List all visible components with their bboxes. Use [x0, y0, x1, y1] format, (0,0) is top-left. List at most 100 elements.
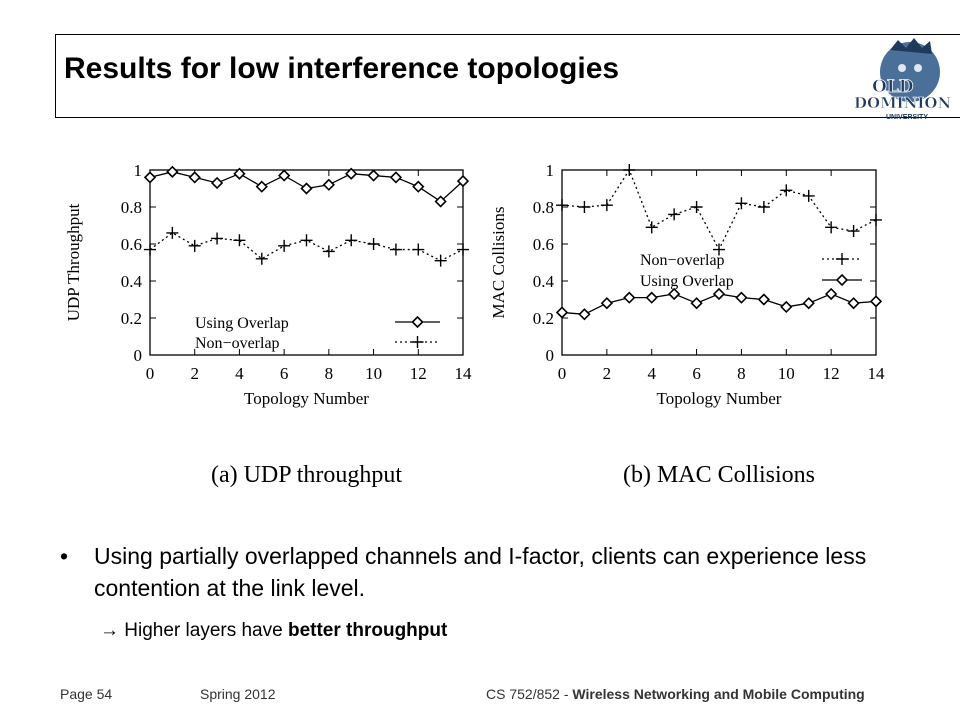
data-point: [211, 232, 224, 245]
data-point: [210, 176, 224, 190]
y-tick-label: 0: [134, 346, 143, 365]
legend-label: Using Overlap: [195, 315, 289, 332]
data-point: [389, 171, 403, 184]
data-point: [233, 234, 246, 247]
legend-marker: [411, 315, 424, 329]
y-tick-label: 0: [546, 346, 555, 365]
data-point: [735, 197, 748, 210]
data-point: [345, 234, 358, 247]
data-point: [825, 287, 838, 301]
data-point: [233, 167, 246, 180]
data-point: [434, 254, 447, 267]
y-tick-label: 1: [134, 161, 143, 180]
data-point: [166, 165, 179, 178]
y-tick-label: 1: [546, 161, 555, 180]
x-tick-label: 10: [778, 364, 795, 383]
arrow-icon: →: [100, 620, 119, 641]
sub-bullet: → Higher layers have better throughput: [100, 620, 447, 642]
data-point: [144, 243, 156, 256]
x-tick-label: 14: [868, 364, 886, 383]
y-axis-label: MAC Collisions: [490, 207, 508, 319]
data-point: [713, 243, 725, 256]
x-tick-label: 6: [280, 364, 289, 383]
data-point: [802, 189, 815, 202]
logo-mascot-head: [880, 42, 940, 102]
data-point: [412, 180, 425, 193]
legend-label: Non−overlap: [640, 252, 725, 269]
university-logo-graphic: OLD DOMINION UNIVERSITY: [854, 38, 952, 121]
x-tick-label: 6: [692, 364, 701, 383]
sub-bullet-emphasis: better throughput: [287, 620, 448, 641]
y-tick-label: 0.6: [533, 235, 554, 254]
x-tick-label: 0: [146, 364, 155, 383]
legend-marker: [836, 253, 848, 265]
mac-collisions-chart: 0 0.2 0.4 0.6 0.8 1 0 2 4 6 8 10 12 14 Non−overlap Usi…: [489, 150, 910, 505]
data-point: [300, 234, 313, 247]
data-point: [735, 291, 748, 304]
data-point: [322, 245, 335, 258]
data-point: [188, 239, 201, 252]
data-point: [457, 243, 469, 256]
y-tick-label: 0.4: [533, 272, 555, 291]
slide-title: Results for low interference topologies: [64, 52, 620, 85]
data-point: [389, 243, 402, 256]
x-axis-label: Topology Number: [657, 389, 782, 408]
x-axis-label: Topology Number: [244, 389, 369, 408]
x-tick-label: 8: [737, 364, 746, 383]
mac-collisions-svg: 00.20.40.60.810 2 4 6 8 10 12 14 Non−overlapUsi…: [489, 161, 886, 488]
data-point: [166, 226, 179, 239]
data-point: [870, 213, 882, 226]
data-point: [600, 199, 613, 212]
data-point: [367, 238, 380, 250]
university-logo: OLD DOMINION UNIVERSITY: [850, 38, 956, 124]
data-point: [578, 308, 591, 321]
data-point: [600, 297, 613, 310]
data-point: [322, 178, 335, 191]
y-tick-label: 0.2: [533, 309, 554, 328]
series-line: [149, 232, 464, 262]
y-tick-label: 0.6: [121, 235, 142, 254]
data-point: [757, 201, 770, 213]
data-point: [367, 169, 380, 182]
data-point: [255, 180, 268, 193]
data-point: [869, 295, 883, 308]
legend-label: Non−overlap: [195, 335, 280, 352]
data-point: [555, 306, 569, 319]
data-point: [712, 287, 726, 301]
data-point: [847, 225, 860, 238]
logo-crown: [890, 38, 932, 54]
logo-eye-left: [898, 64, 906, 72]
chart-caption: (a) UDP throughput: [211, 462, 402, 488]
sub-bullet-text: Higher layers have: [119, 620, 288, 641]
y-tick-label: 0.8: [121, 198, 142, 217]
x-tick-label: 10: [365, 364, 382, 383]
legend-marker: [835, 273, 849, 287]
x-tick-label: 12: [410, 364, 427, 383]
data-point: [780, 300, 793, 314]
y-tick-label: 0.2: [121, 309, 142, 328]
udp-throughput-chart: 0 0.2 0.4 0.6 0.8 1 0 2 4 6 8 10 12 14 Using Overlap N…: [55, 150, 495, 505]
data-point: [623, 164, 636, 176]
x-tick-label: 12: [823, 364, 840, 383]
udp-throughput-svg: 00.20.40.60.810 2 4 6 8 10 12 14 Using OverlapN…: [64, 161, 472, 488]
series-line: [561, 168, 877, 251]
data-point: [188, 171, 201, 184]
data-point: [668, 208, 681, 221]
data-point: [645, 221, 658, 234]
x-tick-label: 4: [647, 364, 656, 383]
footer-course-name: Wireless Networking and Mobile Computing: [572, 686, 865, 702]
footer-page-number: Page 54: [60, 686, 113, 702]
footer-term: Spring 2012: [200, 686, 276, 702]
logo-text-university: UNIVERSITY: [886, 114, 928, 121]
data-point: [623, 291, 636, 304]
data-point: [456, 174, 470, 188]
x-tick-label: 0: [558, 364, 567, 383]
x-tick-label: 8: [325, 364, 334, 383]
footer-course-code: CS 752/852 -: [486, 686, 573, 702]
plot-frame: [561, 169, 877, 356]
data-point: [802, 297, 815, 310]
legend-marker: [411, 336, 424, 348]
y-axis-label: UDP Throughput: [64, 203, 83, 321]
data-point: [757, 293, 770, 306]
data-point: [578, 201, 591, 213]
